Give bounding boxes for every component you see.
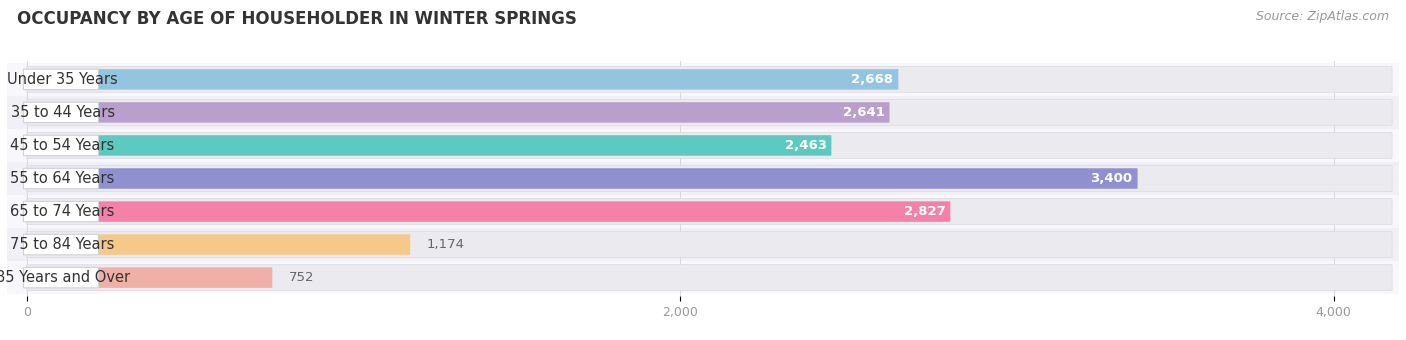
FancyBboxPatch shape (24, 201, 98, 222)
FancyBboxPatch shape (27, 133, 1392, 158)
FancyBboxPatch shape (27, 199, 1392, 224)
Text: 2,668: 2,668 (852, 73, 893, 86)
FancyBboxPatch shape (27, 234, 411, 255)
FancyBboxPatch shape (0, 162, 1406, 195)
Text: 75 to 84 Years: 75 to 84 Years (10, 237, 115, 252)
Text: 85 Years and Over: 85 Years and Over (0, 270, 129, 285)
Text: 752: 752 (288, 271, 314, 284)
FancyBboxPatch shape (27, 135, 831, 156)
FancyBboxPatch shape (27, 265, 1392, 290)
Text: 3,400: 3,400 (1091, 172, 1133, 185)
Text: 65 to 74 Years: 65 to 74 Years (10, 204, 115, 219)
Text: Source: ZipAtlas.com: Source: ZipAtlas.com (1256, 10, 1389, 23)
FancyBboxPatch shape (27, 67, 1392, 92)
FancyBboxPatch shape (24, 135, 98, 156)
Text: 45 to 54 Years: 45 to 54 Years (10, 138, 115, 153)
FancyBboxPatch shape (27, 168, 1137, 189)
FancyBboxPatch shape (24, 102, 98, 123)
Text: Under 35 Years: Under 35 Years (7, 72, 118, 87)
FancyBboxPatch shape (27, 267, 273, 288)
Text: 2,463: 2,463 (785, 139, 827, 152)
Text: OCCUPANCY BY AGE OF HOUSEHOLDER IN WINTER SPRINGS: OCCUPANCY BY AGE OF HOUSEHOLDER IN WINTE… (17, 10, 576, 28)
Text: 2,827: 2,827 (904, 205, 945, 218)
FancyBboxPatch shape (0, 63, 1406, 96)
Text: 2,641: 2,641 (842, 106, 884, 119)
FancyBboxPatch shape (24, 234, 98, 255)
FancyBboxPatch shape (24, 69, 98, 90)
Text: 35 to 44 Years: 35 to 44 Years (10, 105, 115, 120)
FancyBboxPatch shape (0, 96, 1406, 129)
FancyBboxPatch shape (0, 195, 1406, 228)
FancyBboxPatch shape (24, 168, 98, 189)
FancyBboxPatch shape (27, 69, 898, 90)
Text: 1,174: 1,174 (426, 238, 464, 251)
FancyBboxPatch shape (24, 267, 98, 288)
FancyBboxPatch shape (27, 166, 1392, 191)
FancyBboxPatch shape (27, 232, 1392, 257)
FancyBboxPatch shape (27, 100, 1392, 125)
Text: 55 to 64 Years: 55 to 64 Years (10, 171, 115, 186)
FancyBboxPatch shape (0, 261, 1406, 294)
FancyBboxPatch shape (0, 228, 1406, 261)
FancyBboxPatch shape (0, 129, 1406, 162)
FancyBboxPatch shape (27, 102, 890, 123)
FancyBboxPatch shape (27, 201, 950, 222)
